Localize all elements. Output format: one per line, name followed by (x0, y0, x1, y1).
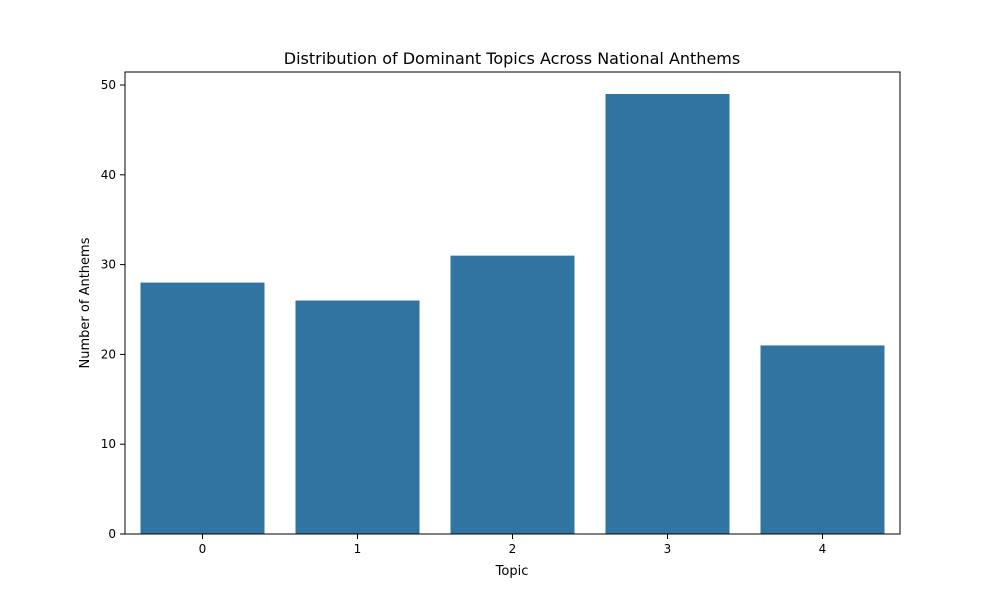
bar-topic-1 (295, 300, 420, 534)
x-tick-label: 0 (199, 542, 207, 556)
plot-area-frame (124, 71, 901, 535)
x-tick-label: 3 (664, 542, 672, 556)
y-tick-label: 50 (101, 78, 116, 92)
chart-title: Distribution of Dominant Topics Across N… (284, 49, 740, 68)
y-tick-label: 30 (101, 258, 116, 272)
x-axis-label: Topic (495, 564, 529, 579)
x-axis-ticks: 0 1 2 3 4 (199, 534, 827, 556)
bar-topic-2 (450, 255, 575, 534)
y-tick-label: 10 (101, 437, 116, 451)
x-tick-label: 2 (509, 542, 517, 556)
x-tick-label: 4 (819, 542, 827, 556)
y-tick-label: 0 (108, 527, 116, 541)
bar-topic-4 (760, 345, 885, 534)
y-axis-ticks: 0 10 20 30 40 50 (101, 78, 125, 541)
y-axis-label: Number of Anthems (78, 237, 93, 368)
bar-topic-0 (140, 282, 265, 534)
bars-group (140, 94, 885, 534)
x-tick-label: 1 (354, 542, 362, 556)
y-tick-label: 20 (101, 347, 116, 361)
bar-topic-3 (605, 94, 730, 534)
y-tick-label: 40 (101, 168, 116, 182)
